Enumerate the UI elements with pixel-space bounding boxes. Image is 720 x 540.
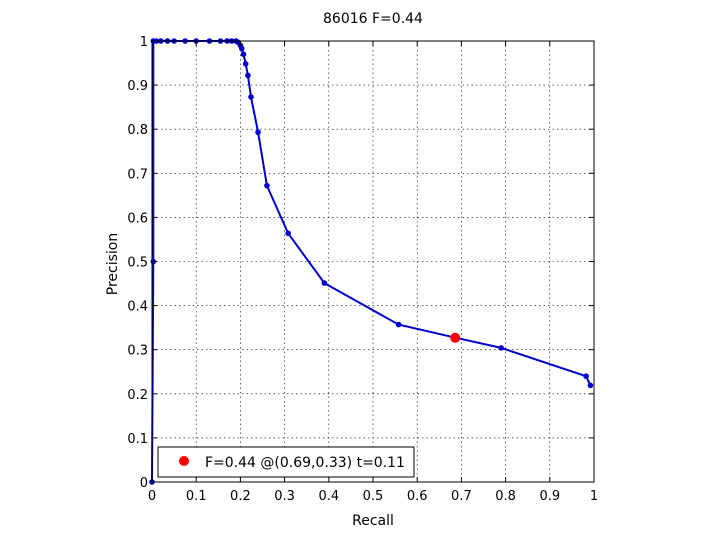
y-tick-label: 0.2 xyxy=(127,388,148,403)
y-tick-label: 0.6 xyxy=(127,211,148,226)
x-tick-label: 1 xyxy=(590,489,598,504)
y-tick-label: 1 xyxy=(140,35,148,50)
x-tick-label: 0.7 xyxy=(451,489,472,504)
x-tick-label: 0.4 xyxy=(318,489,339,504)
legend-marker xyxy=(179,456,189,466)
y-tick-label: 0.9 xyxy=(127,79,148,94)
x-axis-label: Recall xyxy=(352,513,394,529)
y-tick-label: 0.7 xyxy=(127,167,148,182)
legend-label: F=0.44 @(0.69,0.33) t=0.11 xyxy=(205,455,405,471)
y-tick-label: 0 xyxy=(140,476,148,491)
pr-curve-point xyxy=(242,61,249,67)
x-tick-label: 0.8 xyxy=(495,489,516,504)
y-axis-label: Precision xyxy=(105,233,121,295)
pr-curve-point xyxy=(245,72,251,79)
y-tick-label: 0.8 xyxy=(127,123,148,138)
best-f-point xyxy=(450,332,461,343)
legend: F=0.44 @(0.69,0.33) t=0.11 xyxy=(157,446,415,478)
y-tick-label: 0.5 xyxy=(127,256,148,271)
grid xyxy=(152,41,594,482)
x-tick-label: 0 xyxy=(148,489,156,504)
x-tick-label: 0.9 xyxy=(539,489,560,504)
pr-curve-point xyxy=(587,382,594,389)
y-tick-label: 0.4 xyxy=(127,300,148,315)
y-tick-label: 0.3 xyxy=(127,344,148,359)
pr-curve-point xyxy=(285,230,291,237)
x-tick-label: 0.5 xyxy=(363,489,384,504)
x-tick-label: 0.6 xyxy=(407,489,428,504)
pr-curve-point xyxy=(248,94,254,100)
pr-curve-point xyxy=(240,51,247,58)
x-tick-label: 0.2 xyxy=(230,489,251,504)
pr-curve-point xyxy=(583,373,589,379)
legend-box xyxy=(157,446,415,478)
best-point-layer xyxy=(450,332,461,343)
ticks: 0 0.1 0.2 0.3 0.4 0.5 0.6 0.7 0.8 0.9 1 0 0.1 0.2 0.3 0… xyxy=(127,35,598,504)
pr-curve-point xyxy=(264,182,270,189)
x-tick-label: 0.1 xyxy=(186,489,207,504)
pr-curve-point xyxy=(321,280,328,286)
pr-curve-point xyxy=(395,321,402,328)
pr-curve-point xyxy=(498,345,504,351)
pr-curve-point xyxy=(238,45,245,52)
x-tick-label: 0.3 xyxy=(274,489,295,504)
pr-curve-point xyxy=(255,129,261,136)
chart-title: 86016 F=0.44 xyxy=(323,11,423,27)
y-tick-label: 0.1 xyxy=(127,432,148,447)
